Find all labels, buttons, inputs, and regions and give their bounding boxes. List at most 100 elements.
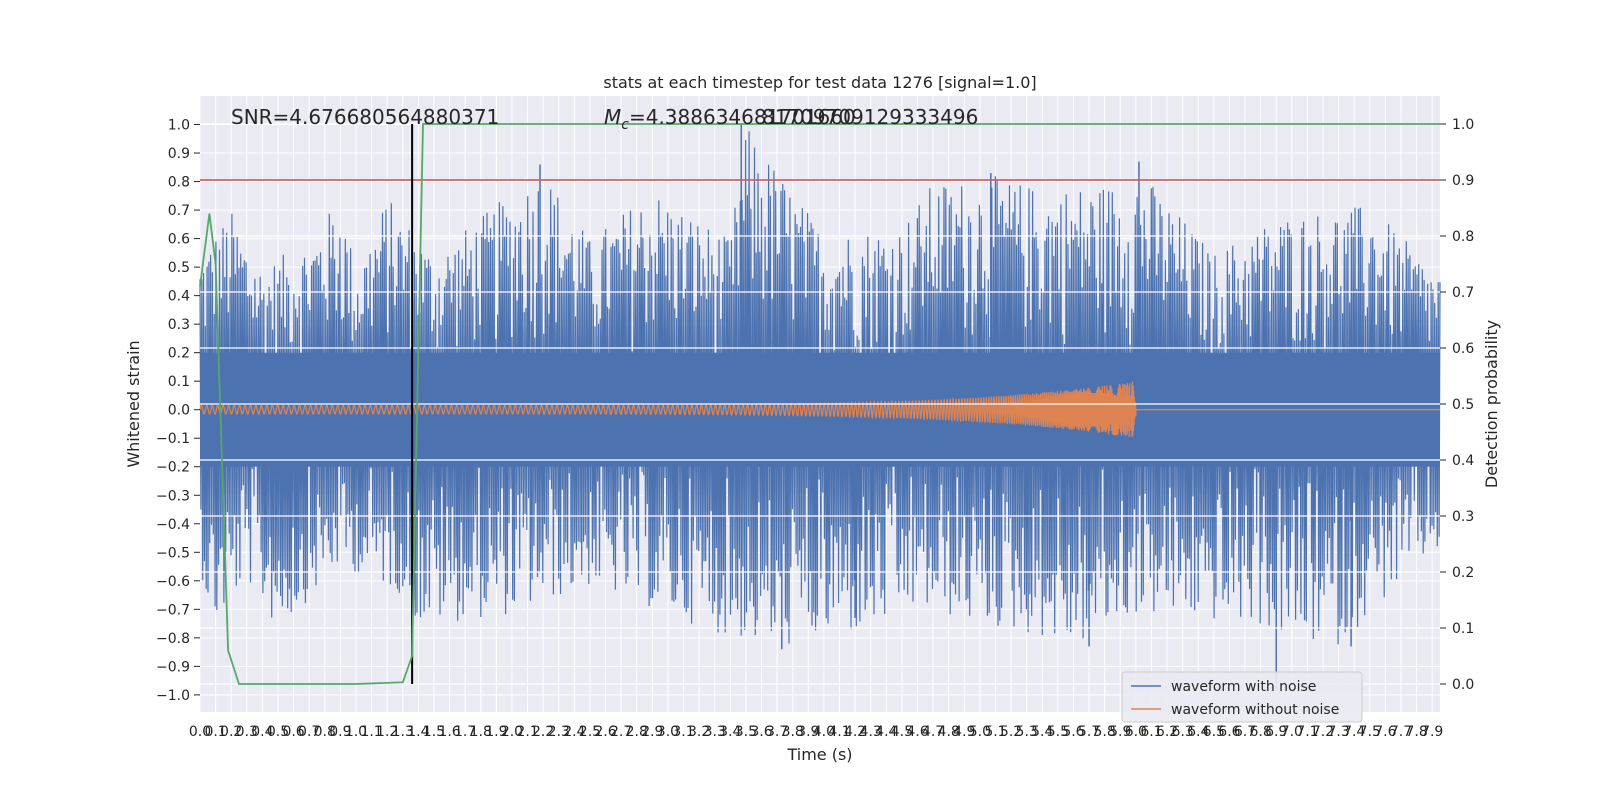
x-tick-label: 5.8 xyxy=(1094,724,1116,740)
x-tick-label: 7.8 xyxy=(1405,724,1427,740)
y2-tick-label: 1.0 xyxy=(1452,117,1474,133)
x-tick-label: 6.8 xyxy=(1249,724,1271,740)
y-tick-label: −0.4 xyxy=(156,517,190,533)
x-tick-label: 0.5 xyxy=(267,724,289,740)
y-axis-label: Whitened strain xyxy=(124,340,143,467)
x-tick-label: 2.8 xyxy=(626,724,648,740)
y2-tick-label: 0.5 xyxy=(1452,397,1474,413)
legend-label-noisy: waveform with noise xyxy=(1171,679,1316,695)
y-tick-label: −0.6 xyxy=(156,574,190,590)
x-tick-label: 0.1 xyxy=(204,724,226,740)
detection-probability-series xyxy=(199,123,1440,685)
x-tick-label: 1.0 xyxy=(345,724,367,740)
x-tick-label: 5.2 xyxy=(1000,724,1022,740)
y-tick-label: −0.7 xyxy=(156,602,190,618)
x-tick-label: 3.7 xyxy=(766,724,788,740)
legend: waveform with noise waveform without noi… xyxy=(1121,671,1363,723)
x-tick-label: 0.9 xyxy=(329,724,351,740)
x-tick-label: 0.4 xyxy=(251,724,273,740)
y2-tick-label: 0.8 xyxy=(1452,229,1474,245)
legend-box xyxy=(1121,671,1363,723)
x-tick-label: 3.3 xyxy=(704,724,726,740)
y-tick-label: 0.4 xyxy=(168,289,190,305)
x-tick-label: 0.0 xyxy=(189,724,211,740)
x-tick-label: 1.6 xyxy=(438,724,460,740)
x-tick-label: 1.7 xyxy=(454,724,476,740)
y2-tick-label: 0.2 xyxy=(1452,565,1474,581)
x-tick-label: 6.2 xyxy=(1156,724,1178,740)
x-tick-label: 3.4 xyxy=(719,724,741,740)
x-tick-label: 7.5 xyxy=(1359,724,1381,740)
x-tick-label: 4.5 xyxy=(891,724,913,740)
x-tick-label: 0.3 xyxy=(236,724,258,740)
x-tick-label: 1.5 xyxy=(423,724,445,740)
y2-axis-label: Detection probability xyxy=(1482,320,1501,488)
x-tick-label: 6.1 xyxy=(1140,724,1162,740)
x-tick-label: 4.7 xyxy=(922,724,944,740)
x-tick-label: 7.2 xyxy=(1312,724,1334,740)
y2-tick-label: 0.1 xyxy=(1452,621,1474,637)
x-tick-label: 1.8 xyxy=(470,724,492,740)
y-tick-label: 0.1 xyxy=(168,374,190,390)
x-tick-label: 0.2 xyxy=(220,724,242,740)
x-tick-label: 4.2 xyxy=(844,724,866,740)
detection-probability-line xyxy=(199,123,1440,685)
x-tick-label: 0.6 xyxy=(282,724,304,740)
y-tick-label: −1.0 xyxy=(156,688,190,704)
y-tick-label: 1.0 xyxy=(168,118,190,134)
y-tick-label: 0.6 xyxy=(168,232,190,248)
chirp-mass-symbol: M xyxy=(604,105,621,129)
y-tick-label: −0.9 xyxy=(156,659,190,675)
clean-waveform-series xyxy=(199,381,1440,438)
y2-axis-ticks: 1.0 0.9 0.8 0.7 0.6 0.5 0.4 0.3 0.2 0.1 0.0 xyxy=(1440,117,1474,693)
x-tick-label: 5.6 xyxy=(1062,724,1084,740)
x-tick-label: 3.5 xyxy=(735,724,757,740)
y-tick-label: 0.8 xyxy=(168,175,190,191)
x-tick-label: 0.8 xyxy=(314,724,336,740)
y-tick-label: 0.3 xyxy=(168,317,190,333)
chirp-mass-subscript: c xyxy=(621,117,629,133)
x-tick-label: 2.5 xyxy=(579,724,601,740)
y2-tick-label: 0.0 xyxy=(1452,677,1474,693)
x-tick-label: 6.6 xyxy=(1218,724,1240,740)
x-axis-ticks: 0.00.10.20.30.40.50.60.70.80.91.01.11.21… xyxy=(189,724,1443,740)
x-tick-label: 7.7 xyxy=(1390,724,1412,740)
y-tick-label: 0.9 xyxy=(168,146,190,162)
x-tick-label: 2.1 xyxy=(516,724,538,740)
x-tick-label: 4.0 xyxy=(813,724,835,740)
x-tick-label: 4.4 xyxy=(875,724,897,740)
x-tick-label: 6.5 xyxy=(1203,724,1225,740)
y-tick-label: −0.5 xyxy=(156,545,190,561)
x-tick-label: 1.3 xyxy=(392,724,414,740)
x-tick-label: 6.0 xyxy=(1125,724,1147,740)
clean-waveform-line xyxy=(199,381,1440,438)
x-tick-label: 7.1 xyxy=(1296,724,1318,740)
y2-tick-label: 0.4 xyxy=(1452,453,1474,469)
chirp-mass-annotation: Mc=4.388634681701660 xyxy=(604,105,856,133)
y-tick-label: −0.2 xyxy=(156,460,190,476)
y-tick-label: −0.8 xyxy=(156,631,190,647)
overlapping-annotation: 81709709129333496 xyxy=(762,105,978,129)
x-tick-label: 7.9 xyxy=(1421,724,1443,740)
y2-tick-label: 0.7 xyxy=(1452,285,1474,301)
x-tick-label: 6.9 xyxy=(1265,724,1287,740)
x-tick-label: 2.9 xyxy=(641,724,663,740)
legend-label-clean: waveform without noise xyxy=(1171,702,1339,718)
y-tick-label: 0.7 xyxy=(168,203,190,219)
x-tick-label: 4.3 xyxy=(860,724,882,740)
x-tick-label: 5.9 xyxy=(1109,724,1131,740)
x-tick-label: 3.6 xyxy=(750,724,772,740)
x-tick-label: 1.2 xyxy=(376,724,398,740)
y-tick-label: −0.1 xyxy=(156,431,190,447)
x-tick-label: 6.7 xyxy=(1234,724,1256,740)
y-tick-label: 0.0 xyxy=(168,403,190,419)
x-tick-label: 2.2 xyxy=(532,724,554,740)
x-tick-label: 0.7 xyxy=(298,724,320,740)
x-tick-label: 2.4 xyxy=(563,724,585,740)
y-tick-label: −0.3 xyxy=(156,488,190,504)
x-tick-label: 3.0 xyxy=(657,724,679,740)
x-tick-label: 7.0 xyxy=(1281,724,1303,740)
x-tick-label: 6.3 xyxy=(1172,724,1194,740)
x-tick-label: 2.7 xyxy=(610,724,632,740)
x-tick-label: 5.4 xyxy=(1031,724,1053,740)
